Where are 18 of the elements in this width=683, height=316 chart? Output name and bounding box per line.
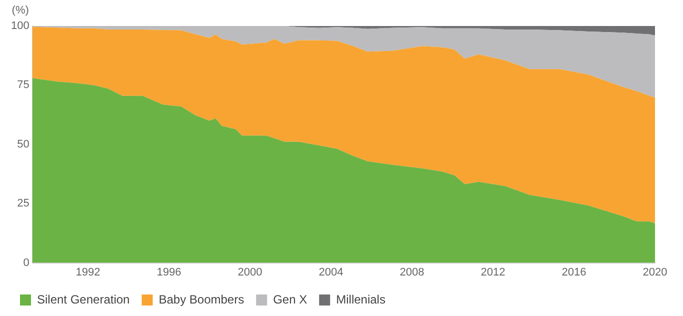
y-tick-label: 75 bbox=[17, 79, 30, 92]
legend-label: Baby Boombers bbox=[158, 292, 244, 306]
x-tick-label: 1996 bbox=[156, 266, 182, 278]
y-tick-label: 100 bbox=[10, 20, 30, 32]
x-tick-label: 2004 bbox=[318, 266, 344, 278]
legend-label: Gen X bbox=[273, 292, 308, 306]
x-tick-label: 2008 bbox=[400, 266, 424, 278]
x-tick-label: 2012 bbox=[480, 266, 506, 278]
x-tick-label: 2000 bbox=[238, 266, 262, 278]
x-tick-label: 1992 bbox=[76, 266, 100, 278]
x-tick-label: 2016 bbox=[562, 266, 586, 278]
x-tick-label: 2020 bbox=[642, 266, 668, 278]
y-tick-label: 0 bbox=[23, 256, 30, 269]
legend-label: Millenials bbox=[336, 292, 386, 306]
legend-label: Silent Generation bbox=[37, 292, 130, 306]
y-tick-label: 25 bbox=[17, 198, 30, 210]
y-tick-label: 50 bbox=[17, 138, 30, 150]
y-axis-title: (%) bbox=[12, 4, 29, 17]
